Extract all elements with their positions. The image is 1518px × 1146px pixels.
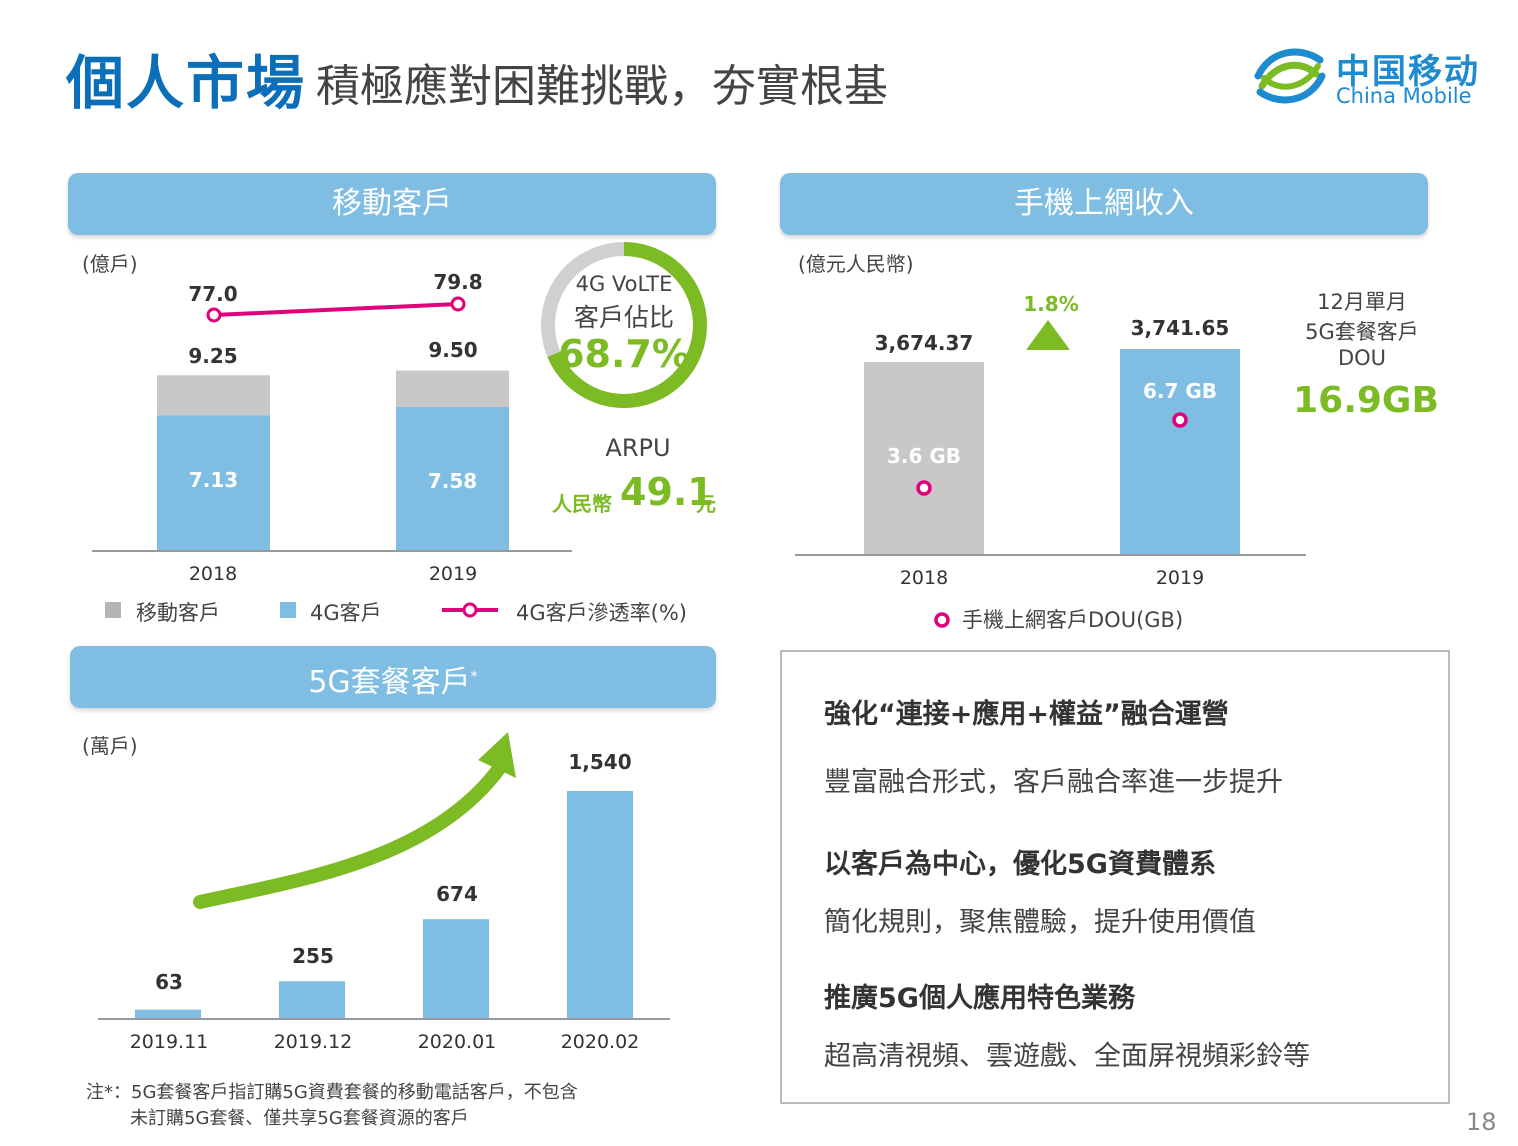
tick-2018-mobile: 2018	[188, 563, 238, 585]
bar-revenue-2018	[864, 362, 984, 555]
legend-label-fourg: 4G客戶	[310, 601, 382, 625]
rate-point-2018	[206, 307, 222, 323]
arpu-label: ARPU	[605, 434, 671, 462]
legend-swatch-total	[105, 602, 121, 618]
legend-label-rate: 4G客戶滲透率(%)	[516, 601, 687, 625]
banner-mobile-customers: 移動客戶	[68, 173, 716, 235]
donut-label-2: 客戶佔比	[573, 303, 674, 332]
page-number: 18	[1466, 1108, 1497, 1136]
dou-point-2019	[1172, 412, 1188, 428]
rate-point-2019	[450, 296, 466, 312]
arpu-value: 49.1	[620, 470, 714, 514]
bar-fourg-2019	[396, 406, 509, 551]
side-label-2: 5G套餐客戶	[1305, 320, 1419, 344]
fiveg-label-1: 255	[292, 944, 334, 968]
banner-mobile-internet: 手機上網收入	[780, 173, 1428, 235]
panel-head-3: 推廣5G個人應用特色業務	[824, 983, 1135, 1014]
bar-5g-2020.02	[567, 791, 633, 1019]
revenue-label-2018: 3,674.37	[874, 331, 974, 355]
banner-5g-customers: 5G套餐客戶*	[70, 646, 716, 708]
bar-5g-2019.11	[135, 1009, 201, 1019]
growth-arrow-icon	[193, 763, 505, 909]
bar-5g-2019.12	[279, 981, 345, 1019]
arpu-prefix: 人民幣	[552, 492, 612, 516]
growth-up-icon	[1026, 320, 1070, 350]
bar-revenue-2019	[1120, 349, 1240, 555]
tick-2018-internet: 2018	[899, 567, 949, 589]
side-value: 16.9GB	[1293, 380, 1439, 421]
tick-2019-11: 2019.11	[129, 1031, 209, 1053]
page-subtitle: 積極應對困難挑戰，夯實根基	[316, 61, 888, 112]
fourg-label-2019: 7.58	[427, 469, 478, 493]
rate-label-2018: 77.0	[188, 282, 238, 306]
tick-2020-02: 2020.02	[560, 1031, 640, 1053]
tick-2019-12: 2019.12	[273, 1031, 353, 1053]
total-label-2019: 9.50	[428, 338, 478, 362]
logo-text-cn: 中国移动	[1336, 52, 1480, 92]
side-label-1: 12月單月	[1317, 290, 1407, 314]
rate-line	[213, 302, 459, 317]
logo-text-en: China Mobile	[1336, 84, 1472, 108]
footnote-line-2: 未訂購5G套餐、僅共享5G套餐資源的客戶	[130, 1108, 469, 1129]
legend-label-dou: 手機上網客戶DOU(GB)	[962, 608, 1184, 632]
fiveg-label-0: 63	[155, 970, 183, 994]
bar-fourg-2018	[157, 415, 270, 551]
footnote-line-1: 注*：5G套餐客戶指訂購5G資費套餐的移動電話客戶，不包含	[86, 1082, 578, 1103]
tick-2020-01: 2020.01	[417, 1031, 497, 1053]
dou-label-2019: 6.7 GB	[1142, 379, 1218, 403]
panel-body-3: 超高清視頻、雲遊戲、全面屏視頻彩鈴等	[824, 1041, 1310, 1072]
china-mobile-logo-icon	[1254, 48, 1326, 104]
arpu-suffix: 元	[696, 492, 716, 516]
unit-label-mobile: (億戶)	[82, 252, 138, 276]
legend-dou-marker-icon	[934, 612, 950, 628]
fiveg-label-2: 674	[436, 882, 478, 906]
bar-5g-2020.01	[423, 919, 489, 1019]
legend-line-rate-icon	[442, 602, 498, 618]
page-title: 個人市場	[66, 49, 307, 117]
strategy-panel: 強化“連接+應用+權益”融合運營 豐富融合形式，客戶融合率進一步提升 以客戶為中…	[780, 650, 1450, 1104]
panel-head-1: 強化“連接+應用+權益”融合運營	[824, 699, 1229, 730]
bar-total-2018	[157, 375, 270, 416]
dou-point-2018	[916, 480, 932, 496]
fourg-label-2018: 7.13	[188, 468, 239, 492]
legend-label-total: 移動客戶	[136, 601, 220, 625]
banner-5g-label: 5G套餐客戶	[308, 665, 471, 700]
unit-label-internet: (億元人民幣)	[798, 252, 914, 276]
dou-label-2018: 3.6 GB	[886, 444, 962, 468]
side-label-3: DOU	[1337, 346, 1387, 370]
panel-head-2: 以客戶為中心，優化5G資費體系	[824, 849, 1216, 880]
rate-label-2019: 79.8	[433, 270, 483, 294]
tick-2019-internet: 2019	[1155, 567, 1205, 589]
donut-value: 68.7%	[558, 332, 690, 376]
tick-2019-mobile: 2019	[428, 563, 478, 585]
legend-swatch-fourg	[280, 602, 296, 618]
bar-total-2019	[396, 370, 509, 407]
panel-body-2: 簡化規則，聚焦體驗，提升使用價值	[824, 907, 1256, 938]
donut-arc	[541, 242, 707, 408]
growth-label: 1.8%	[1023, 292, 1079, 316]
fiveg-label-3: 1,540	[568, 750, 632, 774]
banner-5g-sup: *	[470, 669, 478, 685]
total-label-2018: 9.25	[188, 344, 238, 368]
donut-label-1: 4G VoLTE	[575, 272, 673, 296]
revenue-label-2019: 3,741.65	[1130, 316, 1230, 340]
panel-body-1: 豐富融合形式，客戶融合率進一步提升	[824, 767, 1283, 798]
growth-arrow-head-icon	[478, 732, 516, 778]
unit-label-5g: (萬戶)	[82, 734, 138, 758]
